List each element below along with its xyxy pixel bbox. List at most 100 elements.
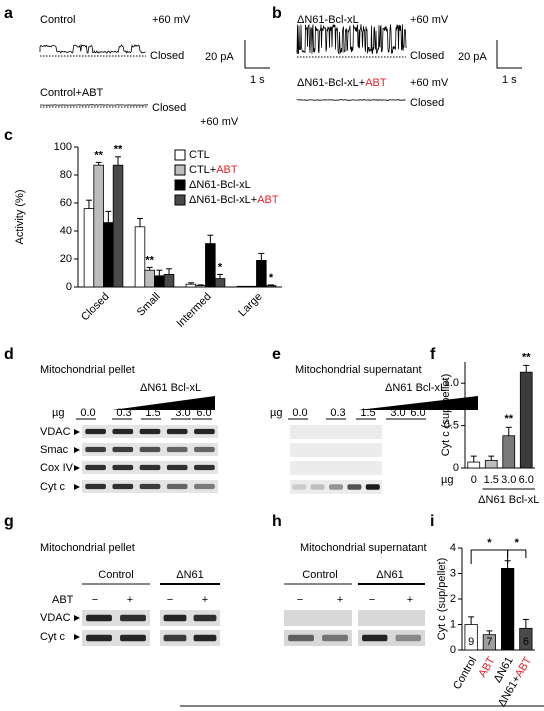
voltage: +60 mV — [152, 14, 191, 26]
blot-band — [322, 634, 348, 642]
dose-label: 1.5 — [360, 407, 375, 419]
blot-band — [194, 428, 215, 435]
bar — [134, 226, 146, 288]
voltage: +60 mV — [200, 116, 239, 128]
legend-swatch — [174, 164, 186, 176]
blot-band — [139, 464, 161, 471]
y-tick-label: 3 — [450, 567, 456, 579]
row-arrow — [74, 484, 80, 490]
row-arrow — [74, 429, 80, 435]
sign-label: − — [297, 594, 303, 606]
bracket — [470, 549, 509, 564]
treatment: ABT — [52, 594, 74, 606]
bar — [195, 285, 206, 288]
bar — [256, 259, 267, 288]
sign-label: − — [92, 594, 98, 606]
panel-label: g — [4, 513, 14, 530]
group-label: Control — [98, 569, 133, 581]
y-tick-label: 60 — [60, 197, 72, 209]
row-label: Cyt c — [40, 631, 66, 643]
highlight: ABT — [365, 77, 387, 89]
bar — [467, 461, 481, 469]
y-tick-label: 4 — [450, 542, 456, 554]
blot-band — [85, 428, 106, 435]
x-tick-label: Control — [451, 655, 479, 692]
blot-band — [166, 446, 188, 453]
y-tick-label: 0 — [66, 281, 72, 293]
blot-strip — [160, 630, 220, 646]
blot-band — [193, 634, 217, 642]
blot-band — [166, 483, 188, 490]
scale-y: 20 pA — [205, 51, 234, 63]
n-label: 6 — [523, 636, 529, 648]
highlight: ABT — [216, 164, 238, 176]
blot-strip — [290, 443, 382, 457]
sign-label: + — [337, 594, 343, 606]
panel-label: h — [272, 513, 282, 530]
blot-band — [194, 446, 215, 453]
dose-label: 3.0 — [175, 407, 190, 419]
bar — [154, 275, 165, 288]
blot-band — [395, 634, 421, 642]
gradient-wedge — [358, 396, 478, 410]
sign-label: + — [127, 594, 133, 606]
blot-band — [112, 428, 134, 435]
x-tick-label: 3.0 — [501, 474, 516, 486]
blot-band — [112, 446, 134, 453]
panel-label: b — [272, 5, 282, 22]
y-axis-label: Cyt c (sup/pellet) — [436, 558, 448, 641]
dose-label: 6.0 — [410, 407, 425, 419]
scale-x: 1 s — [250, 74, 265, 86]
y-tick-label: 20 — [60, 253, 72, 265]
blot-band — [166, 464, 188, 471]
significance: ** — [504, 413, 513, 425]
panel-title: Mitochondrial supernatant — [300, 542, 427, 554]
closed-label: Closed — [410, 97, 444, 109]
y-tick-label: 40 — [60, 225, 72, 237]
bar — [519, 371, 533, 469]
panel-label: f — [430, 346, 436, 363]
treatment: ΔN61 Bcl-xL — [140, 382, 201, 394]
x-tick-label: Large — [236, 291, 264, 319]
blot-strip — [290, 461, 382, 475]
blot-band — [112, 464, 134, 471]
blot-band — [86, 614, 112, 622]
unit: µg — [52, 407, 64, 419]
blot-band — [194, 483, 215, 490]
significance: ** — [114, 144, 123, 156]
bracket — [507, 549, 527, 564]
sign-label: + — [202, 594, 208, 606]
bar — [112, 164, 124, 288]
panel-title: Mitochondrial supernatant — [295, 364, 422, 376]
x-axis-label: ΔN61 Bcl-xL — [478, 494, 539, 506]
current-trace — [39, 44, 146, 54]
n-label: 9 — [468, 636, 474, 648]
blot-band — [139, 428, 161, 435]
dose-label: 3.0 — [390, 407, 405, 419]
y-tick-label: 0 — [450, 644, 456, 656]
legend-label: CTL+ABT — [189, 164, 238, 176]
dose-label: 1.5 — [145, 407, 160, 419]
blot-strip — [82, 610, 150, 626]
row-label: Cyt c — [40, 481, 66, 493]
row-label: VDAC — [40, 426, 71, 438]
trace-label: ΔN61-Bcl-xL — [297, 14, 359, 26]
x-tick-label: Small — [135, 291, 163, 319]
bar — [93, 164, 104, 288]
blot-strip — [160, 610, 220, 626]
sign-label: + — [407, 594, 413, 606]
blot-band — [112, 483, 134, 490]
bar — [214, 278, 226, 288]
blot-band — [85, 464, 106, 471]
significance: * — [269, 272, 274, 284]
panel-label: a — [4, 5, 13, 22]
blot-strip — [82, 630, 150, 646]
current-trace — [296, 99, 406, 101]
blot-band — [193, 614, 217, 622]
legend-swatch — [174, 194, 186, 206]
bar — [163, 273, 175, 288]
group-label: Control — [302, 569, 337, 581]
blot-strip — [290, 480, 382, 494]
blot-band — [194, 464, 215, 471]
row-label: VDAC — [40, 612, 71, 624]
